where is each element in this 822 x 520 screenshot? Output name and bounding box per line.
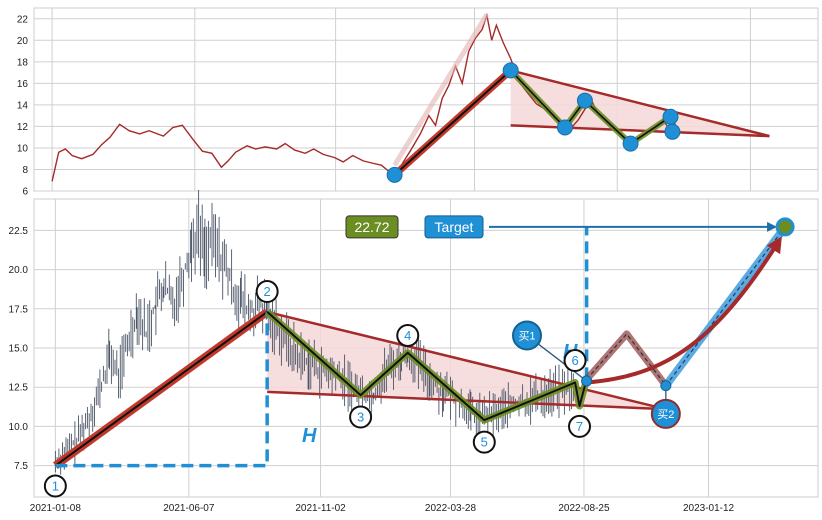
wave-label-circle [472,430,496,454]
detail-x-tick-label: 2021-11-02 [295,503,346,514]
detail-panel: 7.510.012.515.017.520.022.5 2021-01-08 20… [9,190,819,514]
overview-pivot-point [662,108,679,125]
wave-label-number: 7 [576,419,583,434]
overview-y-tick-label: 16 [17,79,29,90]
detail-target-curve-arrow [586,236,782,385]
detail-x-tick-label: 2022-08-25 [558,503,610,514]
overview-pivot-point [502,62,519,79]
buy-marker-label: 买2 [657,408,674,421]
detail-y-ticks: 7.5 10.0 12.5 15.0 17.5 20.0 22.5 [9,226,29,472]
overview-y-tick-label: 12 [17,122,29,133]
detail-upper-trendline [266,310,667,411]
target-label-box [424,215,484,239]
overview-plot-area [33,7,819,192]
wave-label-number: 3 [357,410,364,425]
wave-label-circle [43,474,67,498]
detail-x-tick-label: 2022-03-28 [425,503,477,514]
detail-x-tick-label: 2023-01-12 [683,503,735,514]
wave-label-number: 2 [264,284,271,299]
detail-y-tick-label: 7.5 [14,461,28,472]
overview-y-tick-label: 10 [17,143,29,154]
overview-ghost-arrow [392,13,490,167]
height-label: H [302,425,317,447]
detail-rise-line [54,311,268,467]
overview-y-tick-label: 8 [22,165,28,176]
buy-marker-label: 买1 [518,329,535,342]
overview-rise-line [393,69,512,176]
wave-label-number: 6 [571,353,578,368]
target-value-box [345,215,399,239]
overview-lower-trendline [510,124,770,138]
overview-y-tick-label: 18 [17,57,29,68]
target-label: Target [435,219,474,235]
detail-y-tick-label: 20.0 [9,265,29,276]
detail-y-tick-label: 17.5 [9,304,29,315]
overview-y-tick-label: 6 [22,187,28,198]
overview-panel: 6 8 10 12 14 16 18 20 22 [17,7,819,198]
wave-label-number: 5 [481,435,488,450]
overview-pivot-point [576,92,593,109]
wave-label-circle [396,323,420,347]
detail-height-dashed-line [55,311,269,468]
wave-label-circle [255,280,279,304]
detail-y-tick-label: 22.5 [9,226,29,237]
overview-pivot-point [622,135,639,152]
detail-y-tick-label: 15.0 [9,344,29,355]
buy-marker-target-point [581,375,593,387]
detail-y-tick-label: 12.5 [9,383,29,394]
target-value-label: 22.72 [354,219,389,235]
overview-marks [51,12,770,183]
overview-pivot-point [556,119,573,136]
wave-label-circle [568,414,592,438]
detail-zigzag-line [266,311,588,422]
target-pivot-point [775,217,795,237]
detail-x-ticks: 2021-01-08 2021-06-07 2021-11-02 2022-03-28… [30,503,735,514]
buy-marker-circle [650,398,681,429]
buy-marker-circle [512,320,543,351]
detail-target-path-line [665,226,786,387]
wave-label-circle [349,405,373,429]
overview-y-ticks: 6 8 10 12 14 16 18 20 22 [17,14,29,197]
overview-pivot-point [664,123,681,140]
detail-y-tick-label: 10.0 [9,422,29,433]
wave-label-number: 4 [404,328,411,343]
wave-label-number: 1 [52,479,59,494]
detail-x-tick-label: 2021-01-08 [30,503,82,514]
wave-label-circle [563,349,587,373]
overview-y-tick-label: 14 [17,100,29,111]
detail-x-tick-label: 2021-06-07 [163,503,215,514]
overview-y-tick-label: 22 [17,14,29,25]
buy-marker-target-point [660,380,672,392]
overview-upper-trendline [510,69,770,138]
overview-y-tick-label: 20 [17,36,29,47]
overview-pivot-point [386,166,403,183]
